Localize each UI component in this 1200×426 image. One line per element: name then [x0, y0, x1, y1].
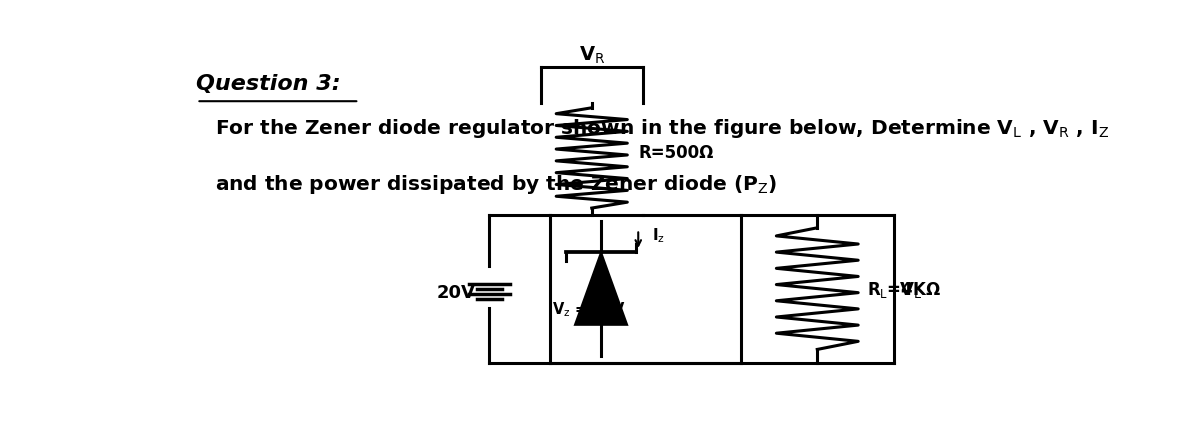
- Polygon shape: [575, 253, 628, 325]
- Text: R$_{\mathrm{L}}$=4KΩ: R$_{\mathrm{L}}$=4KΩ: [866, 279, 941, 299]
- Text: R=500Ω: R=500Ω: [638, 144, 714, 162]
- Text: For the Zener diode regulator shown in the figure below, Determine V$_{\mathrm{L: For the Zener diode regulator shown in t…: [215, 117, 1109, 140]
- Text: V$_{\mathrm{R}}$: V$_{\mathrm{R}}$: [578, 45, 605, 66]
- Text: V$_{\mathrm{L}}$: V$_{\mathrm{L}}$: [899, 279, 922, 299]
- Text: V$_{\mathrm{z}}$ = 10V: V$_{\mathrm{z}}$ = 10V: [552, 299, 625, 318]
- Text: and the power dissipated by the Zener diode (P$_{\mathrm{Z}}$): and the power dissipated by the Zener di…: [215, 173, 778, 196]
- Text: 20V: 20V: [437, 283, 475, 301]
- Text: Question 3:: Question 3:: [197, 74, 341, 94]
- Text: I$_{\mathrm{z}}$: I$_{\mathrm{z}}$: [653, 225, 665, 244]
